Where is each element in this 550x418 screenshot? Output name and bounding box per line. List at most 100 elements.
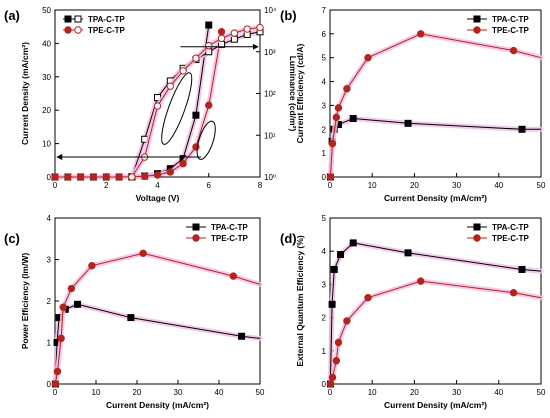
legend-marker bbox=[193, 224, 199, 230]
data-point bbox=[54, 368, 60, 374]
luminance-point bbox=[193, 55, 199, 61]
x-tick-label: 20 bbox=[410, 181, 419, 190]
x-tick-label: 30 bbox=[174, 388, 183, 397]
x-axis-label: Current Density (mA/cm²) bbox=[384, 400, 487, 410]
data-point bbox=[140, 250, 146, 256]
data-point bbox=[418, 278, 424, 284]
x-tick-label: 6 bbox=[207, 181, 212, 190]
luminance-point bbox=[206, 42, 212, 48]
x-tick-label: 40 bbox=[215, 388, 224, 397]
data-point bbox=[335, 339, 341, 345]
current-density-point bbox=[167, 169, 173, 175]
luminance-point bbox=[231, 30, 237, 36]
panel-label: (c) bbox=[4, 231, 20, 246]
legend-marker-filled bbox=[65, 16, 71, 22]
y-tick-label: 2 bbox=[47, 297, 52, 306]
series-line-tpe bbox=[330, 34, 541, 177]
panel-3-axes: 0 10 20 30 40 50 0 1 2 3 4 5 Current Density (mA/cm²… bbox=[280, 214, 546, 410]
y-tick-label: 10 bbox=[42, 140, 51, 149]
luminance-point bbox=[167, 83, 173, 89]
panel-label: (b) bbox=[280, 8, 297, 23]
series-line-tpe-glow bbox=[330, 34, 541, 177]
data-point bbox=[344, 86, 350, 92]
y-tick-label: 4 bbox=[322, 78, 327, 87]
x-tick-label: 10 bbox=[92, 388, 101, 397]
legend-label: TPE-C-TP bbox=[211, 234, 249, 243]
data-point bbox=[58, 335, 64, 341]
x-tick-label: 50 bbox=[256, 388, 265, 397]
panel-1-series bbox=[327, 31, 541, 181]
data-point bbox=[510, 47, 516, 53]
y-tick-label: 5 bbox=[322, 214, 327, 223]
y-tick-label: 1 bbox=[322, 149, 327, 158]
luminance-point bbox=[218, 35, 224, 41]
y2-tick-label: 10³ bbox=[264, 48, 276, 57]
panel-label: (a) bbox=[4, 8, 20, 23]
y-tick-label: 7 bbox=[322, 6, 327, 15]
x-tick-label: 40 bbox=[494, 388, 503, 397]
data-point bbox=[331, 266, 337, 272]
legend-marker bbox=[193, 235, 199, 241]
y-tick-label: 0 bbox=[322, 173, 327, 182]
data-point bbox=[239, 333, 245, 339]
y-tick-label: 30 bbox=[42, 73, 51, 82]
current-density-point bbox=[65, 174, 71, 180]
data-point bbox=[68, 285, 74, 291]
legend-marker bbox=[474, 235, 480, 241]
legend-marker bbox=[474, 16, 480, 22]
luminance-point bbox=[231, 36, 237, 42]
legend-label: TPA-C-TP bbox=[492, 15, 529, 24]
current-density-line-glow bbox=[55, 25, 209, 177]
data-point bbox=[350, 116, 356, 122]
legend-label: TPA-C-TP bbox=[492, 223, 529, 232]
x-tick-label: 2 bbox=[104, 181, 109, 190]
data-point bbox=[519, 126, 525, 132]
data-point bbox=[329, 374, 335, 380]
x-tick-label: 10 bbox=[368, 388, 377, 397]
legend-marker-open bbox=[75, 16, 81, 22]
data-point bbox=[405, 250, 411, 256]
data-point bbox=[329, 301, 335, 307]
series-line-tpe-glow bbox=[330, 281, 541, 384]
current-density-point bbox=[218, 29, 224, 35]
y-tick-label: 0 bbox=[47, 173, 52, 182]
x-axis-label: Current Density (mA/cm²) bbox=[106, 400, 209, 410]
y-tick-label: 0 bbox=[47, 380, 52, 389]
y-axis-label: Power Efficiency (lm/W) bbox=[20, 253, 30, 350]
luminance-point bbox=[129, 174, 135, 180]
y-tick-label: 50 bbox=[42, 6, 51, 15]
data-point bbox=[329, 140, 335, 146]
data-point bbox=[338, 252, 344, 258]
legend-marker bbox=[474, 27, 480, 33]
current-density-point bbox=[154, 172, 160, 178]
data-point bbox=[333, 114, 339, 120]
x-tick-label: 0 bbox=[53, 181, 58, 190]
data-point bbox=[418, 31, 424, 37]
current-density-point bbox=[90, 174, 96, 180]
y-tick-label: 3 bbox=[322, 280, 327, 289]
series-line-tpa bbox=[55, 304, 260, 384]
x-tick-label: 30 bbox=[452, 388, 461, 397]
luminance-point bbox=[257, 24, 263, 30]
current-density-point bbox=[103, 174, 109, 180]
x-tick-label: 0 bbox=[328, 181, 333, 190]
legend-2: TPA-C-TPTPE-C-TP bbox=[186, 223, 249, 243]
y-tick-label: 2 bbox=[322, 314, 327, 323]
current-density-point bbox=[141, 173, 147, 179]
data-point bbox=[519, 266, 525, 272]
series-line-tpe bbox=[330, 281, 541, 384]
x-tick-label: 10 bbox=[368, 181, 377, 190]
data-point bbox=[344, 318, 350, 324]
y-tick-label: 3 bbox=[47, 256, 52, 265]
series-line-tpa-glow bbox=[55, 304, 260, 384]
legend-marker-open bbox=[75, 27, 81, 33]
x-tick-label: 8 bbox=[258, 181, 263, 190]
y-tick-label: 1 bbox=[47, 339, 52, 348]
panel-2-series bbox=[52, 250, 260, 387]
y2-tick-label: 10⁰ bbox=[264, 173, 276, 182]
luminance-point bbox=[154, 103, 160, 109]
x-tick-label: 4 bbox=[155, 181, 160, 190]
legend-marker bbox=[474, 224, 480, 230]
current-density-point bbox=[77, 174, 83, 180]
luminance-point bbox=[180, 68, 186, 74]
